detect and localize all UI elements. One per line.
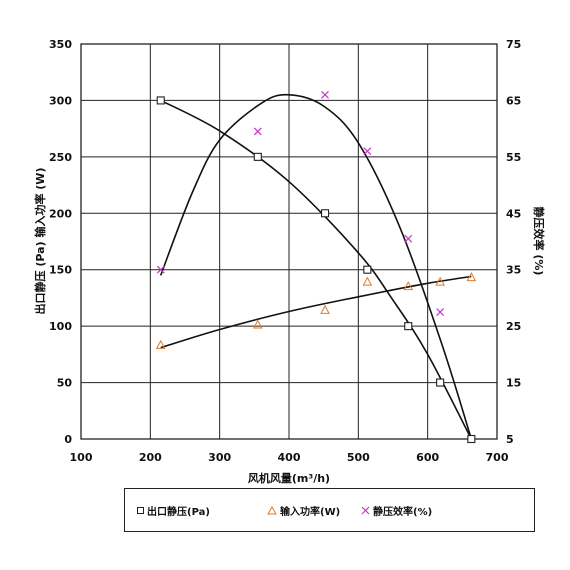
plot-frame bbox=[80, 43, 498, 440]
legend-label-static-pressure: 出口静压(Pa) bbox=[147, 507, 210, 518]
x-tick-label: 400 bbox=[278, 451, 301, 464]
square-marker-icon bbox=[137, 507, 144, 514]
static-pressure-point bbox=[436, 378, 445, 387]
legend-item-input-power: 输入功率(W) bbox=[267, 503, 340, 518]
input-power-point bbox=[362, 276, 373, 286]
efficiency-point bbox=[156, 265, 165, 274]
y-left-tick-label: 150 bbox=[49, 264, 72, 277]
legend: 出口静压(Pa) 输入功率(W) 静压效率(%) bbox=[124, 488, 535, 532]
x-tick-label: 500 bbox=[347, 451, 370, 464]
input-power-point bbox=[155, 339, 166, 349]
input-power-point bbox=[466, 272, 477, 282]
efficiency-point bbox=[253, 127, 262, 136]
efficiency-point bbox=[321, 90, 329, 99]
y-right-tick-label: 75 bbox=[506, 38, 521, 51]
y-left-tick-label: 200 bbox=[49, 207, 72, 220]
static-pressure-point bbox=[156, 96, 165, 105]
static-pressure-point bbox=[253, 152, 262, 161]
legend-label-input-power: 输入功率(W) bbox=[280, 507, 341, 518]
y-right-tick-label: 5 bbox=[506, 433, 514, 446]
static-pressure-point bbox=[321, 209, 330, 218]
efficiency-point bbox=[436, 308, 445, 316]
x-tick-label: 100 bbox=[70, 451, 93, 464]
y-left-tick-label: 0 bbox=[64, 433, 72, 446]
x-tick-label: 300 bbox=[208, 451, 231, 464]
legend-item-static-pressure: 出口静压(Pa) bbox=[137, 503, 210, 518]
x-marker-icon bbox=[361, 506, 370, 515]
x-tick-label: 700 bbox=[486, 451, 509, 464]
triangle-marker-icon bbox=[267, 506, 277, 515]
y-right-tick-label: 35 bbox=[506, 264, 521, 277]
input-power-point bbox=[403, 281, 414, 291]
y-left-tick-label: 250 bbox=[49, 151, 72, 164]
x-tick-label: 600 bbox=[416, 451, 439, 464]
y-left-tick-label: 300 bbox=[49, 94, 72, 107]
y-right-tick-label: 65 bbox=[506, 94, 521, 107]
grid bbox=[81, 44, 497, 439]
static-pressure-point bbox=[467, 434, 476, 444]
y-right-tick-label: 55 bbox=[506, 151, 521, 164]
tick-labels: 100 200 300 400 500 600 700 0 50 100 150 200 250 300 3… bbox=[49, 38, 521, 464]
input-power-point bbox=[320, 304, 330, 314]
y-axis-right-title: 静压效率 (%) bbox=[532, 207, 546, 276]
y-right-tick-label: 25 bbox=[506, 320, 521, 333]
efficiency-point bbox=[404, 234, 413, 243]
data-points bbox=[155, 90, 477, 444]
input-power-point bbox=[252, 319, 263, 329]
input-power-point bbox=[435, 276, 445, 286]
static-pressure-curve bbox=[160, 99, 473, 440]
static-pressure-point bbox=[363, 265, 372, 274]
y-axis-left-title: 出口静压 (Pa) 输入功率 (W) bbox=[33, 168, 47, 315]
y-left-tick-label: 100 bbox=[49, 320, 72, 333]
y-right-tick-label: 15 bbox=[506, 377, 521, 390]
legend-label-efficiency: 静压效率(%) bbox=[373, 507, 433, 518]
input-power-curve bbox=[160, 275, 472, 349]
static-pressure-point bbox=[404, 322, 413, 331]
legend-item-efficiency: 静压效率(%) bbox=[361, 503, 432, 518]
y-left-tick-label: 350 bbox=[49, 38, 72, 51]
y-left-tick-label: 50 bbox=[57, 377, 73, 390]
x-axis-title: 风机风量(m³/h) bbox=[248, 471, 330, 485]
fit-curves bbox=[159, 93, 473, 440]
x-tick-label: 200 bbox=[139, 451, 162, 464]
efficiency-curve bbox=[159, 93, 473, 440]
y-right-tick-label: 45 bbox=[506, 207, 521, 220]
efficiency-point bbox=[363, 147, 372, 156]
